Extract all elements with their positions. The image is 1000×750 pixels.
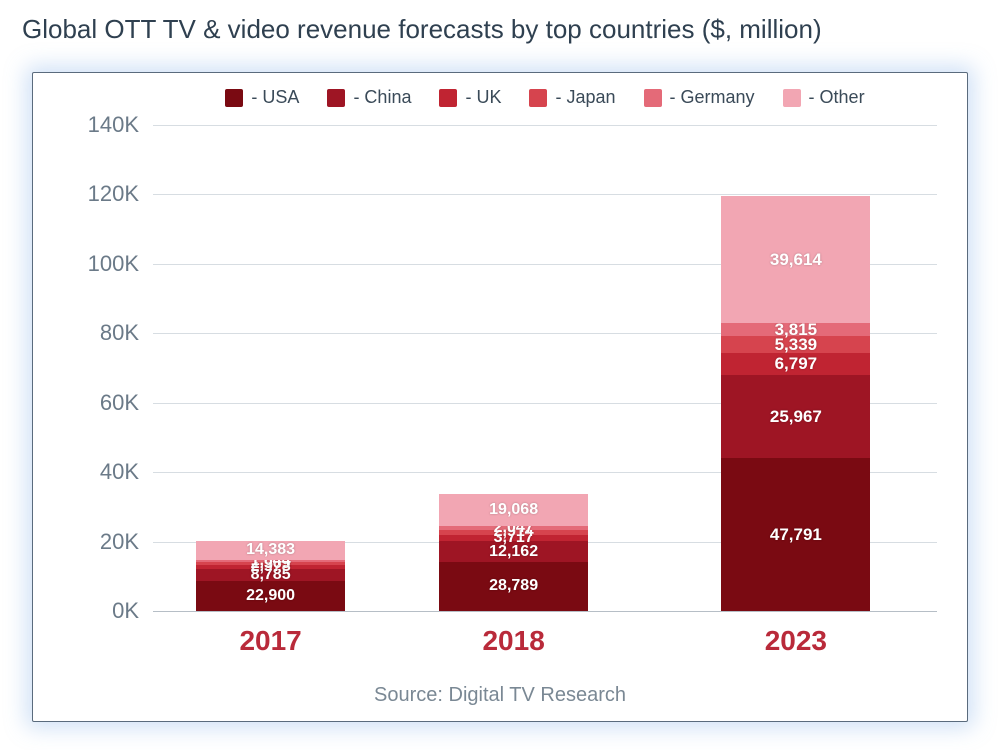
bar-segment-usa: 47,791 [721, 458, 870, 611]
bar-segment-usa: 22,900 [196, 581, 345, 611]
bar-value-label: 19,068 [489, 502, 538, 518]
chart-title: Global OTT TV & video revenue forecasts … [22, 14, 822, 45]
legend-item-china: - China [327, 87, 411, 108]
x-axis-label: 2018 [439, 611, 588, 657]
bar-2023: 47,79125,9676,7975,3393,81539,614 [721, 162, 870, 611]
legend-item-other: - Other [783, 87, 865, 108]
bar-2018: 28,78912,1623,7172,9142,04719,068 [439, 373, 588, 611]
bar-segment-other: 14,383 [196, 541, 345, 560]
gridline [153, 125, 937, 126]
bar-segment-usa: 28,789 [439, 562, 588, 611]
legend-swatch-china [327, 89, 345, 107]
bar-value-label: 47,791 [770, 526, 822, 543]
bar-value-label: 25,967 [770, 408, 822, 425]
bar-value-label: 14,383 [246, 542, 295, 558]
y-axis-label: 60K [100, 390, 153, 416]
plot-area: 0K20K40K60K80K100K120K140K22,9008,7852,9… [153, 125, 937, 611]
source-text: Source: Digital TV Research [33, 684, 967, 707]
legend: - USA - China - UK - Japan - Germany - Other [153, 87, 937, 108]
legend-label: - China [353, 87, 411, 108]
legend-item-germany: - Germany [644, 87, 755, 108]
legend-label: - UK [465, 87, 501, 108]
legend-swatch-japan [529, 89, 547, 107]
bar-value-label: 22,900 [246, 588, 295, 604]
legend-swatch-other [783, 89, 801, 107]
legend-item-usa: - USA [225, 87, 299, 108]
bar-value-label: 3,815 [775, 321, 818, 338]
bar-segment-uk: 6,797 [721, 353, 870, 375]
bar-value-label: 39,614 [770, 251, 822, 268]
legend-swatch-uk [439, 89, 457, 107]
bar-segment-germany: 1,644 [196, 560, 345, 562]
y-axis-label: 40K [100, 459, 153, 485]
bar-value-label: 28,789 [489, 578, 538, 594]
bar-segment-germany: 3,815 [721, 323, 870, 335]
legend-swatch-usa [225, 89, 243, 107]
x-axis-label: 2023 [721, 611, 870, 657]
legend-item-uk: - UK [439, 87, 501, 108]
y-axis-label: 80K [100, 320, 153, 346]
y-axis-label: 100K [88, 251, 153, 277]
legend-swatch-germany [644, 89, 662, 107]
y-axis-label: 20K [100, 529, 153, 555]
legend-item-japan: - Japan [529, 87, 615, 108]
legend-label: - Germany [670, 87, 755, 108]
bar-2017: 22,9008,7852,9782,5691,64414,383 [196, 426, 345, 611]
bar-segment-other: 19,068 [439, 494, 588, 526]
legend-label: - Other [809, 87, 865, 108]
chart-frame: - USA- China- UK- Japan- Germany- Other … [32, 72, 968, 722]
bar-segment-china: 25,967 [721, 375, 870, 458]
x-axis-label: 2017 [196, 611, 345, 657]
legend-label: - USA [251, 87, 299, 108]
bar-value-label: 6,797 [775, 355, 818, 372]
y-axis-label: 120K [88, 181, 153, 207]
y-axis-label: 0K [112, 598, 153, 624]
y-axis-label: 140K [88, 112, 153, 138]
bar-segment-germany: 2,047 [439, 526, 588, 529]
bar-segment-other: 39,614 [721, 196, 870, 323]
legend-label: - Japan [555, 87, 615, 108]
